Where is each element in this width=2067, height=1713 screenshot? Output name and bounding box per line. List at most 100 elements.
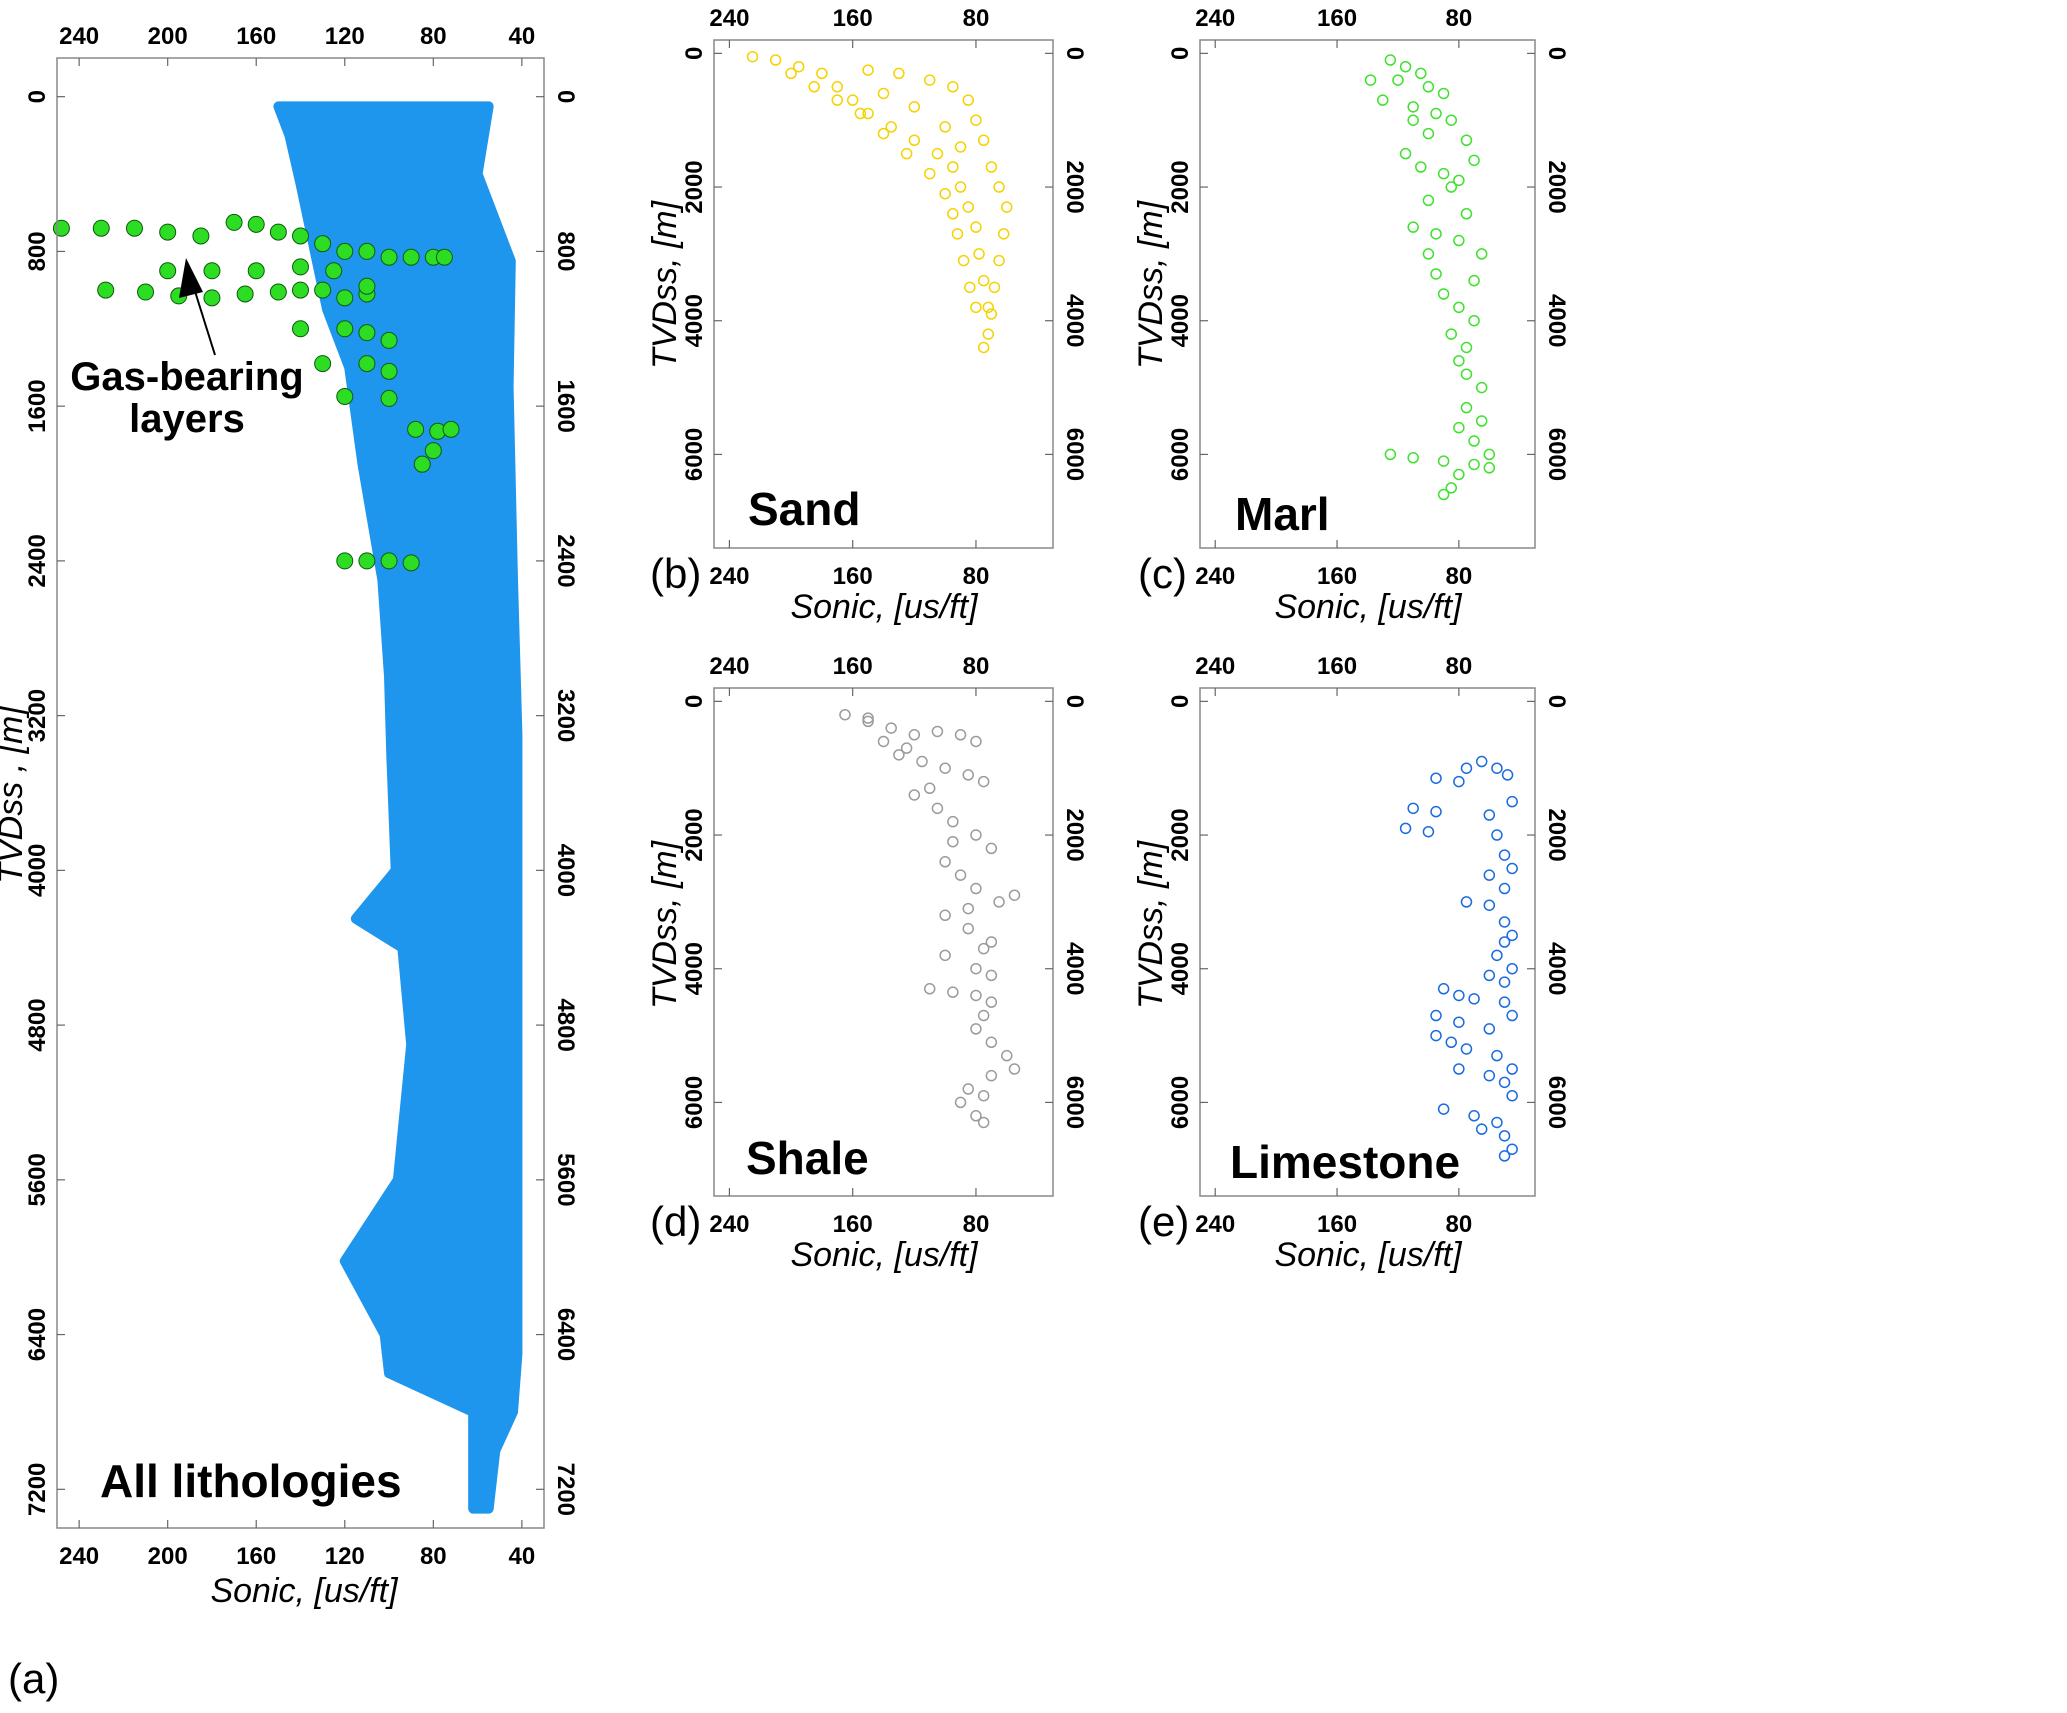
panel-c-data-point bbox=[1475, 381, 1488, 394]
panel-c-data-point bbox=[1445, 328, 1457, 340]
panel-d-data-point bbox=[893, 749, 905, 761]
panel-d-data-point bbox=[977, 1089, 990, 1102]
x-tick-label-top: 240 bbox=[1195, 653, 1235, 680]
panel-b-data-point bbox=[970, 114, 982, 126]
panel-b-data-point bbox=[954, 141, 967, 153]
panel-e-data-point bbox=[1399, 822, 1412, 835]
panel-d-data-point bbox=[947, 986, 959, 998]
x-tick-label-top: 80 bbox=[963, 5, 990, 32]
panel-e-data-point bbox=[1501, 769, 1514, 781]
panel-a-letter: (a) bbox=[8, 1655, 59, 1702]
panel-c-data-point bbox=[1453, 355, 1465, 367]
panel-a-plot-area bbox=[52, 101, 523, 1514]
x-tick-label-top: 160 bbox=[833, 5, 873, 32]
panel-c-data-point bbox=[1384, 448, 1397, 461]
panel-b-plot-area bbox=[746, 50, 1013, 354]
y-tick-label-right: 0 bbox=[1061, 695, 1088, 708]
panel-a-data-point bbox=[407, 420, 425, 438]
panel-a-data-point bbox=[269, 283, 287, 301]
panel-a-data-point bbox=[125, 219, 143, 237]
panel-d-data-point bbox=[947, 815, 959, 828]
panel-d-data-point bbox=[877, 735, 890, 748]
x-tick-label-bottom: 80 bbox=[420, 1543, 447, 1570]
panel-a-data-point bbox=[203, 289, 221, 307]
panel-a-data-point bbox=[314, 281, 332, 299]
x-tick-label-top: 40 bbox=[509, 23, 536, 50]
panel-b-data-point bbox=[970, 221, 982, 233]
y-tick-label-right: 4000 bbox=[1543, 942, 1570, 995]
gas-bearing-annotation: Gas-bearing layers bbox=[70, 258, 304, 441]
panel-e-data-point bbox=[1491, 829, 1503, 841]
panel-b-data-point bbox=[862, 107, 874, 120]
y-tick-label-left: 6400 bbox=[24, 1308, 51, 1361]
panel-a-data-point bbox=[292, 258, 309, 276]
panel-e-data-point bbox=[1453, 989, 1465, 1002]
y-tick-label-right: 2400 bbox=[552, 534, 579, 587]
panel-a-data-point bbox=[292, 320, 309, 338]
x-tick-label-bottom: 160 bbox=[833, 1211, 873, 1238]
panel-c-data-point bbox=[1460, 134, 1473, 147]
panel-c-letter: (c) bbox=[1138, 550, 1187, 597]
panel-a-data-point bbox=[402, 248, 420, 266]
panel-e-data-point bbox=[1430, 1009, 1442, 1022]
panel-b-ylabel: TVDss, [m] bbox=[646, 199, 684, 369]
panel-b-data-point bbox=[877, 87, 890, 100]
panel-b-data-point bbox=[947, 81, 959, 93]
panel-d-data-point bbox=[1008, 889, 1021, 901]
x-tick-label-top: 200 bbox=[148, 23, 188, 50]
panel-a-data-point bbox=[358, 324, 376, 342]
panel-e-data-point bbox=[1498, 1130, 1511, 1142]
panel-d-data-point bbox=[977, 942, 990, 955]
panel-e-data-point bbox=[1498, 1150, 1511, 1162]
y-tick-label-right: 6000 bbox=[1543, 1076, 1570, 1129]
panel-c-data-point bbox=[1430, 268, 1442, 280]
y-tick-label-right: 0 bbox=[1543, 47, 1570, 60]
panel-a-data-point bbox=[203, 262, 221, 280]
panel-e-data-point bbox=[1453, 1063, 1465, 1075]
panel-a-data-point bbox=[292, 281, 309, 299]
panel-a-data-point bbox=[269, 223, 287, 241]
panel-e-data-point bbox=[1445, 1036, 1457, 1049]
panel-c-data-point bbox=[1445, 482, 1457, 494]
panel-d-data-point bbox=[970, 989, 982, 1002]
panel-d-data-point bbox=[962, 902, 974, 915]
panel-c-data-point bbox=[1407, 452, 1419, 464]
panel-e-data-point bbox=[1483, 809, 1496, 821]
panel-c-data-point bbox=[1430, 228, 1442, 240]
panel-a-data-point bbox=[336, 387, 354, 405]
gas-annotation-arrow-head bbox=[179, 258, 203, 298]
panel-c-data-point bbox=[1376, 94, 1389, 106]
panel-d-data-point bbox=[985, 936, 998, 948]
panel-b-ticks: 240 240 160 160 80 80 0 0 2000 2000 4000 4000 6000 60… bbox=[681, 5, 1088, 590]
y-tick-label-right: 0 bbox=[1061, 47, 1088, 60]
panel-c-data-point bbox=[1483, 448, 1496, 461]
panel-d-data-point bbox=[1001, 1049, 1013, 1062]
x-tick-label-top: 80 bbox=[1446, 5, 1473, 32]
panel-c-data-point bbox=[1407, 101, 1419, 113]
panel-e-data-point bbox=[1475, 755, 1488, 768]
panel-d-xlabel: Sonic, [us/ft] bbox=[790, 1236, 979, 1274]
panel-a-data-point bbox=[424, 442, 442, 460]
y-tick-label-right: 4000 bbox=[552, 844, 579, 897]
panel-c-data-point bbox=[1407, 114, 1419, 126]
panel-d-data-point bbox=[908, 729, 921, 741]
x-tick-label-bottom: 80 bbox=[963, 1211, 990, 1238]
panel-e-data-point bbox=[1453, 1016, 1465, 1028]
y-tick-label-left: 6000 bbox=[681, 428, 708, 481]
panel-e-data-point bbox=[1468, 993, 1480, 1005]
panel-c-data-point bbox=[1384, 54, 1397, 66]
panel-e-ylabel: TVDss, [m] bbox=[1132, 839, 1170, 1009]
panel-e-data-point bbox=[1506, 962, 1518, 975]
panel-d-data-point bbox=[1008, 1063, 1021, 1075]
panel-e-data-point bbox=[1422, 825, 1435, 838]
y-tick-label-right: 2000 bbox=[1061, 160, 1088, 213]
panel-a-data-point bbox=[314, 235, 332, 253]
panel-d-data-point bbox=[939, 909, 951, 922]
panel-d-data-point bbox=[962, 1083, 974, 1095]
panel-c-frame bbox=[1199, 39, 1536, 549]
x-tick-label-top: 80 bbox=[1446, 653, 1473, 680]
panel-c-data-point bbox=[1453, 468, 1465, 481]
panel-e-limestone: 240 240 160 160 80 80 0 0 2000 2000 4000 4000 6000 60… bbox=[1132, 653, 1570, 1274]
panel-d-data-point bbox=[862, 712, 874, 724]
panel-e-data-point bbox=[1498, 976, 1511, 988]
